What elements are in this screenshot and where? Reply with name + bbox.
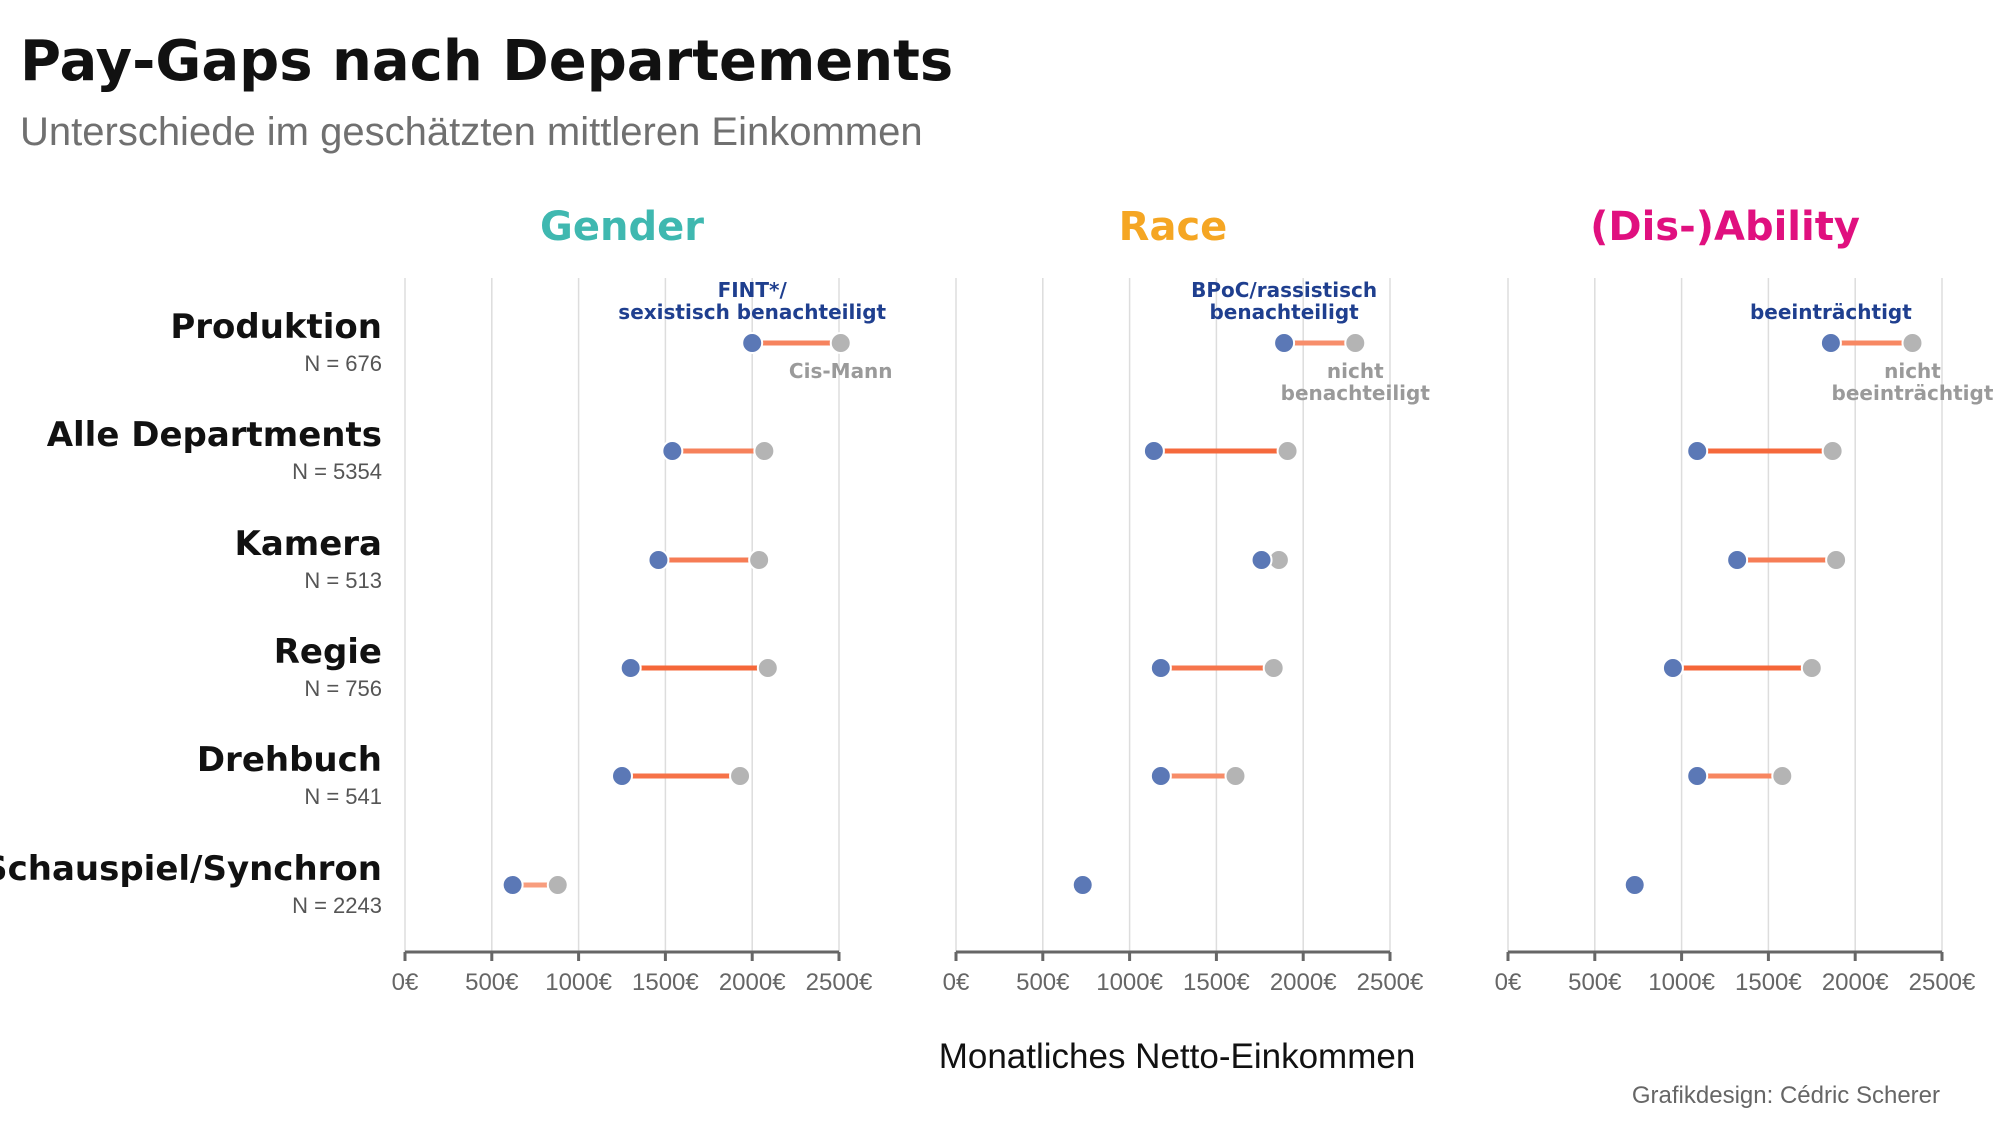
annotation-reference: Cis-Mann [789, 359, 893, 383]
annotation-reference: nicht [1884, 359, 1941, 383]
reference-point [1771, 765, 1794, 787]
x-tick-label: 0€ [943, 969, 970, 996]
department-label: Drehbuch [197, 740, 382, 780]
x-tick-label: 500€ [465, 969, 519, 996]
disadvantaged-point [1273, 332, 1296, 354]
disadvantaged-point [1149, 765, 1172, 787]
annotation-reference: nicht [1327, 359, 1384, 383]
reference-point [1901, 332, 1924, 354]
disadvantaged-point [501, 874, 524, 896]
x-tick-label: 2500€ [1357, 969, 1424, 996]
panel-title: Gender [540, 204, 704, 250]
disadvantaged-point [1686, 765, 1709, 787]
panel-2: Race 0€ 500€ 1000€ 1500€ 2000€ 2500€ BPoC/rassi… [943, 204, 1431, 996]
reference-point [756, 657, 779, 679]
disadvantaged-point [611, 765, 633, 787]
annotation-disadvantaged: beeinträchtigt [1750, 300, 1912, 324]
annotation-reference: beeinträchtigt [1832, 381, 1994, 405]
disadvantaged-point [1686, 440, 1709, 462]
reference-point [1800, 657, 1823, 679]
annotation-disadvantaged: benachteiligt [1209, 300, 1359, 324]
x-tick-label: 1000€ [1096, 969, 1163, 996]
panel-title: Race [1119, 204, 1228, 250]
panel-title: (Dis-)Ability [1590, 204, 1860, 250]
x-tick-label: 2000€ [1270, 969, 1337, 996]
x-tick-label: 1500€ [1183, 969, 1250, 996]
department-n-label: N = 513 [304, 568, 382, 593]
reference-point [1262, 657, 1285, 679]
disadvantaged-point [1661, 657, 1684, 679]
reference-point [729, 765, 752, 787]
x-tick-label: 1500€ [632, 969, 699, 996]
disadvantaged-point [1142, 440, 1165, 462]
department-label: Schauspiel/Synchron [0, 849, 382, 889]
disadvantaged-point [1149, 657, 1172, 679]
disadvantaged-point [619, 657, 642, 679]
department-labels: Produktion N = 676 Alle Departments N = 535… [0, 307, 382, 918]
chart-panels: Gender 0€ 500€ 1000€ 1500€ 2000€ 2500€ FINT*/se… [392, 204, 1994, 996]
x-tick-label: 1000€ [1648, 969, 1715, 996]
reference-point [1276, 440, 1299, 462]
reference-point [1825, 549, 1848, 571]
department-n-label: N = 2243 [292, 893, 382, 918]
department-n-label: N = 676 [304, 351, 382, 376]
x-tick-label: 2500€ [806, 969, 873, 996]
panel-1: Gender 0€ 500€ 1000€ 1500€ 2000€ 2500€ FINT*/se… [392, 204, 893, 996]
department-label: Kamera [235, 524, 383, 564]
reference-point [1821, 440, 1844, 462]
disadvantaged-point [661, 440, 684, 462]
reference-point [1224, 765, 1247, 787]
x-tick-label: 1000€ [545, 969, 612, 996]
credit: Grafikdesign: Cédric Scherer [1632, 1082, 1940, 1109]
x-tick-label: 500€ [1016, 969, 1070, 996]
department-label: Produktion [170, 307, 382, 347]
x-tick-label: 500€ [1568, 969, 1622, 996]
annotation-disadvantaged: sexistisch benachteiligt [618, 300, 886, 324]
reference-point [829, 332, 852, 354]
chart-title: Pay-Gaps nach Departements [20, 29, 953, 94]
disadvantaged-point [1726, 549, 1749, 571]
x-tick-label: 2500€ [1909, 969, 1976, 996]
x-tick-label: 2000€ [719, 969, 786, 996]
x-tick-label: 2000€ [1822, 969, 1889, 996]
department-label: Alle Departments [47, 415, 382, 455]
disadvantaged-point [1819, 332, 1842, 354]
disadvantaged-point [1250, 549, 1273, 571]
department-n-label: N = 756 [304, 676, 382, 701]
x-axis-label: Monatliches Netto-Einkommen [939, 1037, 1416, 1076]
disadvantaged-point [1623, 874, 1646, 896]
department-n-label: N = 541 [304, 784, 382, 809]
disadvantaged-point [647, 549, 670, 571]
x-tick-label: 1500€ [1735, 969, 1802, 996]
x-tick-label: 0€ [1495, 969, 1522, 996]
chart-subtitle: Unterschiede im geschätzten mittleren Ei… [20, 110, 923, 154]
reference-point [753, 440, 776, 462]
panel-3: (Dis-)Ability 0€ 500€ 1000€ 1500€ 2000€ 2500€ b… [1495, 204, 1994, 996]
reference-point [748, 549, 771, 571]
annotation-disadvantaged: BPoC/rassistisch [1191, 278, 1377, 302]
annotation-reference: benachteiligt [1281, 381, 1431, 405]
disadvantaged-point [1071, 874, 1094, 896]
x-tick-label: 0€ [392, 969, 419, 996]
reference-point [1344, 332, 1367, 354]
annotation-disadvantaged: FINT*/ [718, 278, 788, 302]
department-label: Regie [274, 632, 382, 672]
department-n-label: N = 5354 [292, 459, 382, 484]
disadvantaged-point [741, 332, 764, 354]
reference-point [546, 874, 569, 896]
